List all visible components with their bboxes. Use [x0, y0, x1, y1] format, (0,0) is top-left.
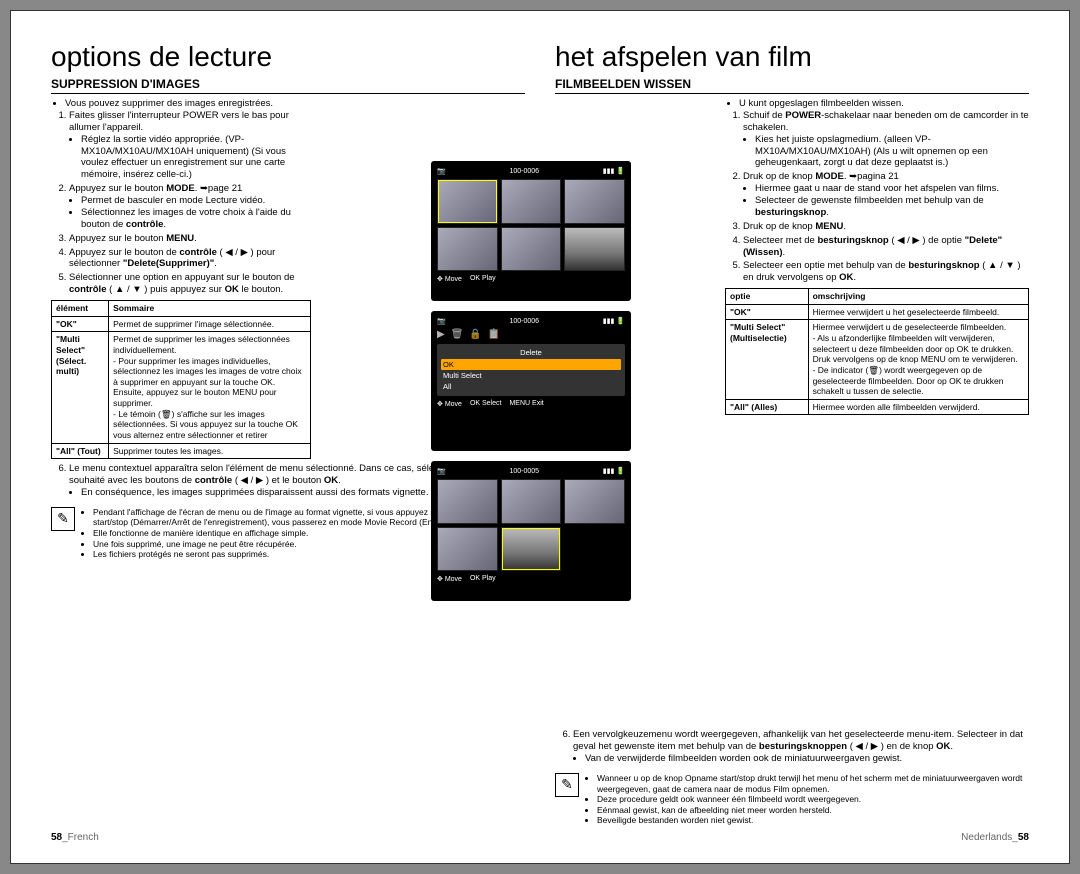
left-step-2: Appuyez sur le bouton MODE. ➥page 21 Per… — [69, 183, 311, 231]
battery-icon: ▮▮▮ 🔋 — [603, 317, 625, 325]
left-table: élémentSommaire "OK"Permet de supprimer … — [51, 300, 311, 459]
screen-thumbnails-1: 📷 100-0006 ▮▮▮ 🔋 ✥ Move OK Play — [431, 161, 631, 301]
left-step-5: Sélectionner une option en appuyant sur … — [69, 272, 311, 296]
camera-icon: 📷 — [437, 467, 446, 475]
left-intro: Vous pouvez supprimer des images enregis… — [65, 98, 311, 110]
left-step-4: Appuyez sur le bouton de contrôle ( ◀ / … — [69, 247, 311, 271]
move-hint: ✥ Move — [437, 575, 462, 583]
left-step-3: Appuyez sur le bouton MENU. — [69, 233, 311, 245]
menu-title: Delete — [441, 348, 621, 357]
right-intro: U kunt opgeslagen filmbeelden wissen. — [739, 98, 1029, 110]
file-counter: 100-0005 — [509, 468, 539, 475]
menu-item-ok: OK — [441, 359, 621, 370]
left-footer: 58_French — [51, 826, 525, 843]
battery-icon: ▮▮▮ 🔋 — [603, 467, 625, 475]
thumbnail — [564, 227, 625, 272]
right-step-1: Schuif de POWER-schakelaar naar beneden … — [743, 110, 1029, 169]
left-title: options de lecture — [51, 41, 525, 73]
camera-icon: 📷 — [437, 317, 446, 325]
right-table: optieomschrijving "OK"Hiermee verwijdert… — [725, 288, 1029, 415]
lock-icon: 🔒 — [469, 329, 481, 340]
battery-icon: ▮▮▮ 🔋 — [603, 167, 625, 175]
play-hint: OK Play — [470, 575, 496, 583]
right-step-3: Druk op de knop MENU. — [743, 221, 1029, 233]
play-mode-icon: ▶ — [437, 329, 445, 340]
right-title: het afspelen van film — [555, 41, 1029, 73]
right-step-4: Selecteer met de besturingsknop ( ◀ / ▶ … — [743, 235, 1029, 259]
menu-item-multiselect: Multi Select — [441, 370, 621, 381]
note-icon: ✎ — [51, 507, 75, 531]
move-hint: ✥ Move — [437, 400, 462, 408]
trash-icon: 🗑 — [451, 329, 464, 340]
screen-thumbnails-2: 📷 100-0005 ▮▮▮ 🔋 ✥ Move OK Play — [431, 461, 631, 601]
right-notes: ✎ Wanneer u op de knop Opname start/stop… — [555, 773, 1029, 826]
thumbnail — [501, 179, 562, 224]
right-subtitle: FILMBEELDEN WISSEN — [555, 77, 1029, 94]
left-step-1: Faites glisser l'interrupteur POWER vers… — [69, 110, 311, 181]
manual-page: options de lecture SUPPRESSION D'IMAGES … — [10, 10, 1070, 864]
left-subtitle: SUPPRESSION D'IMAGES — [51, 77, 525, 94]
right-footer: Nederlands_58 — [555, 826, 1029, 843]
right-step-2: Druk op de knop MODE. ➥pagina 21 Hiermee… — [743, 171, 1029, 219]
thumbnail — [501, 479, 562, 524]
thumbnail — [564, 479, 625, 524]
thumbnail — [501, 527, 562, 572]
right-step-5: Selecteer een optie met behulp van de be… — [743, 260, 1029, 284]
thumbnail — [564, 179, 625, 224]
camera-screens: 📷 100-0006 ▮▮▮ 🔋 ✥ Move OK Play 📷 100 — [431, 161, 631, 601]
play-hint: OK Play — [470, 275, 496, 283]
thumbnail — [437, 227, 498, 272]
left-body: Vous pouvez supprimer des images enregis… — [51, 98, 311, 463]
note-icon: ✎ — [555, 773, 579, 797]
thumbnail — [437, 179, 498, 224]
exit-hint: MENU Exit — [509, 400, 543, 408]
toolbar-icons: ▶ 🗑 🔒 📋 — [437, 329, 625, 340]
right-step-6: Een vervolgkeuzemenu wordt weergegeven, … — [555, 729, 1029, 767]
menu-item-all: All — [441, 381, 621, 392]
thumbnail — [437, 479, 498, 524]
move-hint: ✥ Move — [437, 275, 462, 283]
thumbnail — [501, 227, 562, 272]
file-counter: 100-0006 — [509, 168, 539, 175]
camera-icon: 📷 — [437, 167, 446, 175]
select-hint: OK Select — [470, 400, 502, 408]
thumbnail — [437, 527, 498, 572]
copy-icon: 📋 — [488, 329, 500, 340]
file-counter: 100-0006 — [509, 318, 539, 325]
delete-menu: Delete OK Multi Select All — [437, 344, 625, 396]
screen-delete-menu: 📷 100-0006 ▮▮▮ 🔋 ▶ 🗑 🔒 📋 Delete OK Multi… — [431, 311, 631, 451]
